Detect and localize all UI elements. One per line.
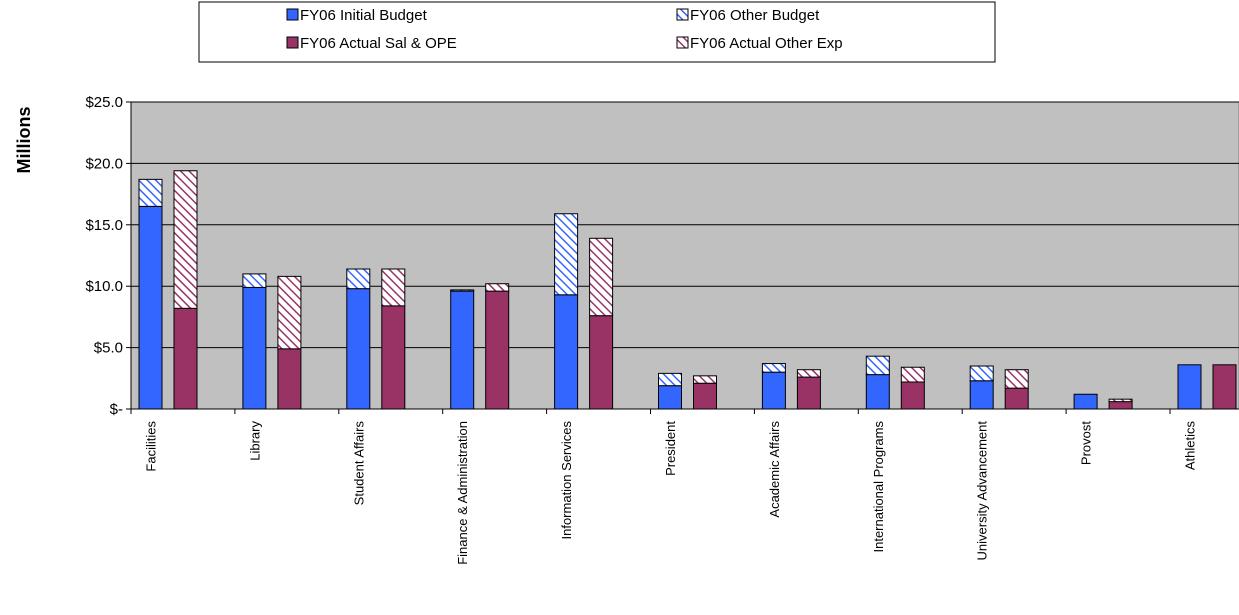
x-tick-label: Academic Affairs	[767, 421, 782, 518]
bar-actual-solid	[589, 315, 614, 410]
bar-budget-solid	[450, 290, 475, 410]
legend-label: FY06 Initial Budget	[300, 7, 428, 24]
legend-label: FY06 Actual Sal & OPE	[300, 35, 457, 52]
bar-budget-hatch	[138, 178, 163, 207]
x-tick-label: Student Affairs	[351, 421, 366, 506]
x-tick-label: Facilities	[144, 421, 159, 472]
plot-area: $- $5.0 $10.0 $15.0 $20.0 $25.0 Facilities Libr…	[85, 94, 1239, 565]
bar-budget-solid	[1073, 393, 1098, 410]
bar-actual-hatch	[485, 283, 510, 292]
x-tick-label: University Advancement	[975, 421, 990, 561]
bar-budget-solid	[346, 288, 371, 410]
x-tick-label: Athletics	[1183, 421, 1198, 471]
legend-swatch	[286, 8, 299, 21]
bar-actual-solid	[381, 305, 406, 410]
legend-label: FY06 Other Budget	[690, 7, 820, 24]
y-tick-label: $15.0	[85, 217, 123, 234]
x-tick-label: International Programs	[871, 421, 886, 553]
bar-actual-solid	[900, 381, 925, 410]
bar-budget-solid	[554, 294, 579, 410]
legend: FY06 Initial Budget FY06 Other Budget FY06…	[198, 1, 996, 63]
bar-actual-solid	[485, 290, 510, 410]
bar-budget-solid	[138, 205, 163, 410]
x-tick-label: Library	[247, 421, 262, 461]
bar-budget-hatch	[969, 365, 994, 382]
bar-actual-solid	[173, 307, 198, 410]
bar-budget-hatch	[865, 355, 890, 376]
bar-actual-solid	[1004, 387, 1029, 410]
y-tick-label: $5.0	[94, 340, 123, 357]
bar-budget-solid	[1177, 364, 1202, 410]
bar-budget-solid	[658, 385, 682, 410]
y-tick-label: $-	[110, 401, 123, 418]
bar-actual-hatch	[1004, 369, 1029, 389]
bar-actual-hatch	[381, 268, 406, 307]
bar-budget-hatch	[450, 289, 475, 292]
bar-actual-solid	[1212, 364, 1237, 410]
legend-swatch	[676, 8, 689, 21]
bar-budget-solid	[242, 286, 267, 410]
bar-budget-solid	[761, 371, 786, 410]
bar-actual-hatch	[589, 237, 614, 317]
bar-actual-solid	[796, 376, 821, 410]
bar-budget-solid	[865, 374, 890, 410]
y-tick-label: $10.0	[85, 278, 123, 295]
y-tick-label: $20.0	[85, 155, 123, 172]
legend-box	[198, 1, 996, 63]
bar-actual-hatch	[1108, 398, 1133, 403]
bar-actual-solid	[1108, 401, 1133, 410]
legend-swatch	[676, 36, 689, 49]
legend-label: FY06 Actual Other Exp	[690, 35, 843, 52]
bar-actual-hatch	[796, 369, 821, 378]
bar-budget-solid	[969, 380, 994, 410]
bar-budget-hatch	[761, 363, 786, 373]
bar-budget-hatch	[658, 372, 682, 387]
bar-budget-hatch	[242, 273, 267, 288]
bar-actual-hatch	[173, 170, 198, 309]
bar-actual-hatch	[693, 375, 717, 384]
x-tick-label: Provost	[1079, 421, 1094, 465]
y-axis-label: Millions	[14, 107, 34, 174]
bar-budget-hatch	[554, 213, 579, 296]
bar-actual-hatch	[900, 366, 925, 383]
y-tick-label: $25.0	[85, 94, 123, 111]
bar-actual-solid	[693, 382, 717, 410]
legend-swatch	[286, 36, 299, 49]
plot-background	[130, 101, 1239, 410]
bar-actual-hatch	[277, 275, 302, 350]
x-tick-label: President	[663, 421, 678, 476]
bar-budget-hatch	[346, 268, 371, 290]
x-tick-label: Information Services	[559, 421, 574, 540]
x-tick-label: Finance & Administration	[455, 421, 470, 565]
bar-actual-solid	[277, 348, 302, 410]
